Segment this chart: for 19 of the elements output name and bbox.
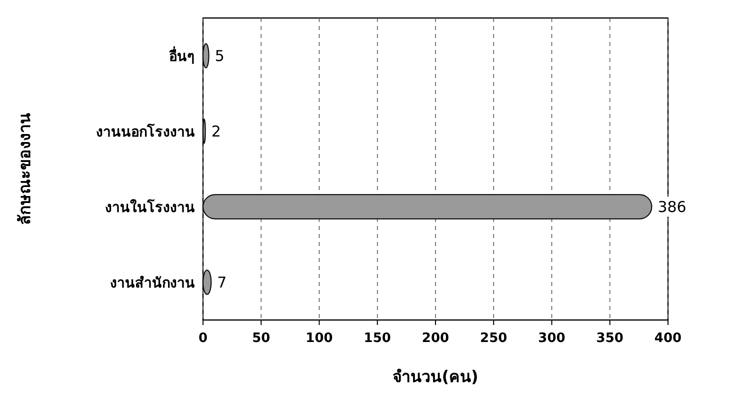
y-axis-title: ลักษณะของงาน — [15, 113, 34, 225]
x-tick-label: 50 — [252, 331, 270, 346]
x-axis-title: จำนวน(คน) — [392, 367, 478, 386]
y-tick-label: งานสำนักงาน — [110, 275, 195, 292]
data-label: 2 — [211, 122, 221, 140]
x-tick-label: 150 — [364, 331, 391, 346]
y-tick-label: อื่นๆ — [169, 46, 195, 65]
data-label: 5 — [214, 46, 224, 65]
y-tick-label: งานนอกโรงงาน — [96, 122, 195, 140]
x-tick-label: 100 — [306, 331, 333, 346]
x-tick-label: 300 — [538, 331, 566, 346]
x-tick-label: 0 — [198, 331, 208, 346]
x-tick-label: 250 — [480, 331, 508, 346]
data-label: 7 — [217, 273, 227, 292]
x-tick-label: 200 — [422, 331, 450, 346]
y-tick-label: งานในโรงงาน — [105, 198, 195, 216]
x-tick-label: 400 — [654, 331, 682, 346]
x-tick-label: 350 — [596, 331, 624, 346]
data-label: 386 — [658, 198, 686, 216]
